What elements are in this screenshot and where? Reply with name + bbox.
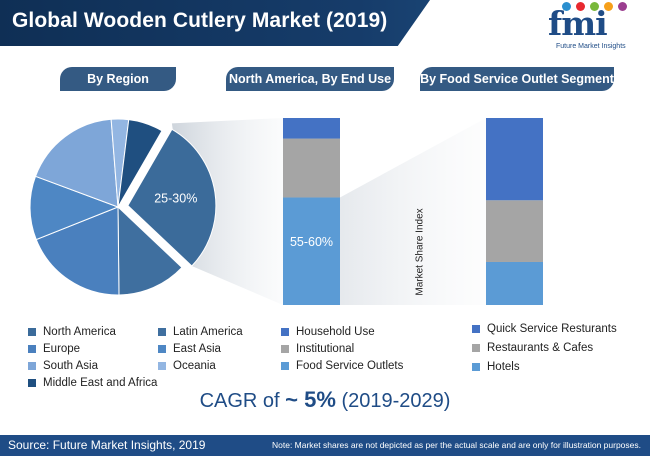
y-axis-label: Market Share Index (408, 182, 432, 322)
pie-slice-north-america (127, 128, 217, 267)
cagr-callout: CAGR of ~ 5% (2019-2029) (0, 387, 650, 413)
legend-label: Institutional (296, 343, 355, 355)
pie-slice-middle-east-and-africa (117, 119, 163, 208)
legend-swatch (281, 362, 289, 370)
section-pill-region: By Region (60, 67, 176, 91)
legend-swatch (281, 328, 289, 336)
legend-swatch (281, 345, 289, 353)
pie-slice-south-asia (34, 118, 119, 208)
legend-swatch (158, 362, 166, 370)
bar-segment-institutional (283, 138, 340, 198)
legend-swatch (28, 379, 36, 387)
pie-slice-latin-america (117, 205, 183, 296)
logo-dot (618, 2, 627, 11)
bar-segment-household-use (283, 118, 340, 139)
cagr-prefix: CAGR of (199, 390, 286, 412)
legend-label: Food Service Outlets (296, 360, 404, 372)
fmi-logo: fmi (548, 4, 608, 43)
legend-swatch (472, 325, 480, 333)
legend-label: North America (43, 326, 116, 338)
header-band (0, 0, 650, 46)
legend-label: Middle East and Africa (43, 377, 158, 389)
legend-swatch (28, 345, 36, 353)
section-pill-food-service: By Food Service Outlet Segment (420, 67, 614, 91)
logo-dot (562, 2, 571, 11)
legend-swatch (28, 328, 36, 336)
footer-bar: Source: Future Market Insights, 2019 Not… (0, 435, 650, 456)
legend-label: Oceania (173, 360, 216, 372)
bar-segment-label: 55-60% (290, 235, 333, 249)
legend-label: Restaurants & Cafes (487, 342, 594, 354)
legend-swatch (472, 344, 480, 352)
page-title: Global Wooden Cutlery Market (2019) (12, 9, 388, 32)
logo-dot (604, 2, 613, 11)
legend-swatch (28, 362, 36, 370)
footer-source: Source: Future Market Insights, 2019 (8, 438, 206, 452)
legend-label: Europe (43, 343, 81, 355)
logo-dot (576, 2, 585, 11)
legend-label: Hotels (487, 361, 520, 373)
outlet-stacked-bar (486, 118, 543, 305)
region-pie-chart: 25-30% (29, 118, 217, 296)
bar-segment-hotels (486, 261, 543, 305)
pie-slice-europe (35, 206, 120, 296)
end-use-stacked-bar: 55-60% (283, 118, 340, 305)
legend-label: Quick Service Resturants (487, 323, 617, 335)
logo-dot (590, 2, 599, 11)
logo-dots (562, 2, 642, 14)
bar-to-bar-connector (340, 118, 486, 305)
y-axis-label-text: Market Share Index (414, 208, 426, 296)
legend-swatch (472, 363, 480, 371)
legend-label: Latin America (173, 326, 243, 338)
cagr-value: ~ 5% (285, 387, 336, 412)
pie-slice-east-asia (29, 175, 120, 241)
bar-segment-food-service-outlets (283, 197, 340, 305)
cagr-period: (2019-2029) (335, 390, 451, 412)
bar-segment-quick-service-resturants (486, 118, 543, 201)
legend-label: East Asia (173, 343, 221, 355)
section-pill-north-america: North America, By End Use (226, 67, 394, 91)
legend-label: Household Use (296, 326, 375, 338)
pie-slice-label: 25-30% (154, 192, 197, 206)
logo-tagline: Future Market Insights (556, 43, 626, 50)
legend-swatch (158, 328, 166, 336)
footer-note: Note: Market shares are not depicted as … (271, 440, 641, 450)
bar-segment-restaurants-cafes (486, 200, 543, 262)
legend-label: South Asia (43, 360, 98, 372)
legend-swatch (158, 345, 166, 353)
